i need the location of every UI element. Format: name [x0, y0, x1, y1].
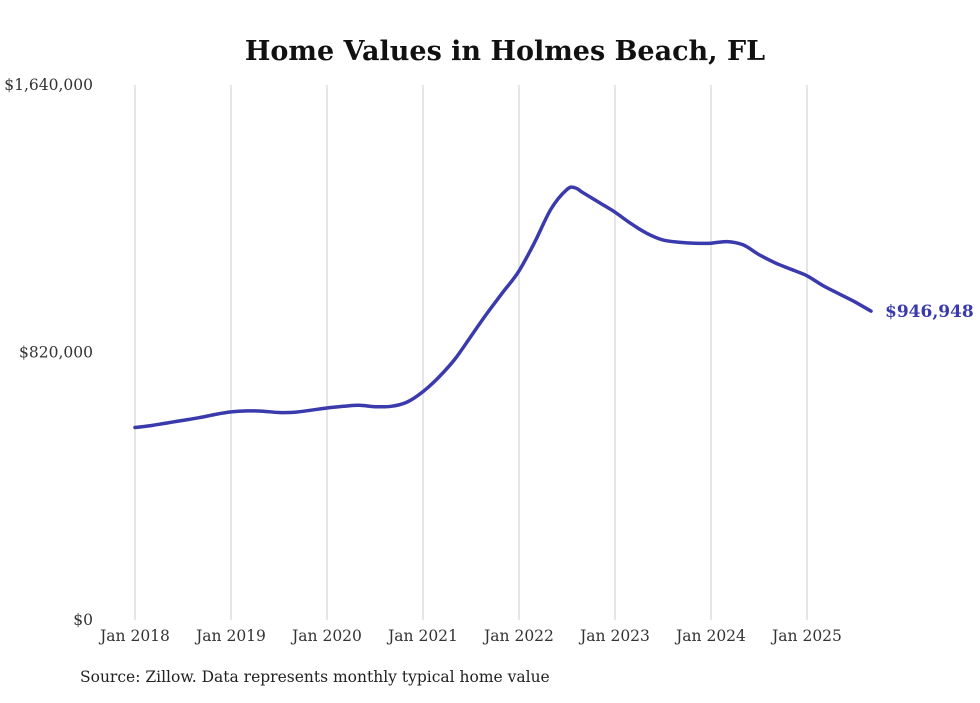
- x-axis-label: Jan 2025: [770, 627, 842, 645]
- price-line: [133, 185, 873, 430]
- y-axis-label: $1,640,000: [4, 76, 93, 94]
- y-axis-labels: $1,640,000 $820,000 $0: [4, 76, 93, 629]
- x-axis-label: Jan 2021: [386, 627, 458, 645]
- x-axis-label: Jan 2018: [98, 627, 170, 645]
- x-axis-labels: Jan 2018 Jan 2019 Jan 2020 Jan 2021 Jan 2022…: [98, 627, 842, 645]
- x-axis-label: Jan 2019: [194, 627, 266, 645]
- series-layer: $946,948: [133, 185, 974, 430]
- chart-title: Home Values in Holmes Beach, FL: [245, 36, 765, 67]
- x-axis-label: Jan 2023: [578, 627, 650, 645]
- end-value-label: $946,948: [885, 302, 974, 322]
- x-axis-label: Jan 2024: [674, 627, 746, 645]
- gridlines: [134, 85, 808, 620]
- x-axis-label: Jan 2020: [290, 627, 362, 645]
- source-note: Source: Zillow. Data represents monthly …: [80, 668, 550, 686]
- y-axis-label: $820,000: [19, 344, 93, 362]
- y-axis-label: $0: [73, 611, 93, 629]
- x-axis-label: Jan 2022: [482, 627, 554, 645]
